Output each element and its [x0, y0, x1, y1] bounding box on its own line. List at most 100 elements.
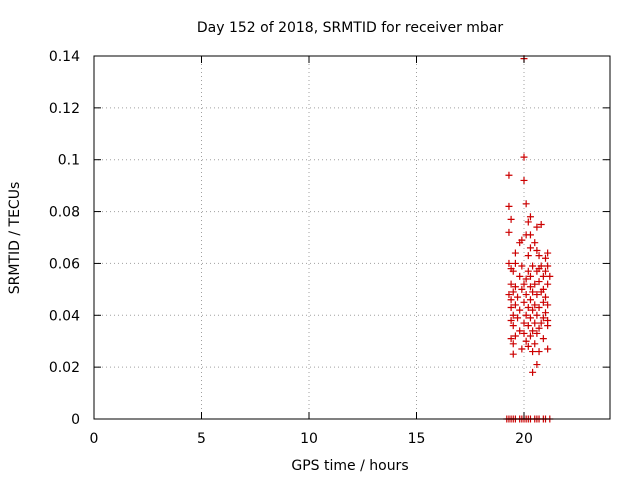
data-point [509, 288, 517, 296]
data-point [542, 293, 549, 301]
data-point [520, 280, 528, 288]
data-point [544, 280, 552, 288]
data-point [522, 275, 530, 283]
data-point [529, 288, 537, 296]
data-point [542, 254, 549, 262]
data-point [505, 202, 513, 210]
y-tick-label: 0.08 [49, 205, 80, 221]
y-tick-label: 0.12 [49, 101, 80, 117]
data-point [511, 259, 519, 267]
y-tick-label: 0.02 [49, 360, 80, 376]
data-point [539, 298, 547, 306]
data-point [546, 272, 554, 280]
data-point [507, 215, 515, 223]
data-point [529, 348, 537, 356]
data-point [516, 239, 524, 247]
data-point [526, 332, 534, 340]
data-point [518, 345, 526, 353]
data-point [539, 272, 547, 280]
data-point [526, 314, 534, 322]
data-point [516, 327, 524, 335]
data-point [537, 221, 545, 229]
data-point [533, 223, 541, 231]
data-point [505, 291, 513, 299]
data-point [507, 296, 515, 304]
data-point [520, 319, 528, 327]
data-point [511, 332, 519, 340]
data-point [522, 311, 530, 319]
y-tick-label: 0.14 [49, 49, 80, 65]
data-point [535, 252, 543, 260]
data-point [531, 280, 539, 288]
data-point [509, 267, 517, 275]
data-point [509, 311, 517, 319]
data-point [526, 244, 534, 252]
data-point [531, 239, 539, 247]
data-point [524, 267, 532, 275]
data-point [511, 249, 519, 257]
chart-title: Day 152 of 2018, SRMTID for receiver mba… [197, 20, 504, 36]
data-point [507, 280, 515, 288]
data-point [511, 301, 519, 309]
data-point [526, 272, 534, 280]
y-tick-label: 0 [71, 412, 80, 428]
y-tick-label: 0.06 [49, 256, 80, 272]
data-point [522, 291, 530, 299]
data-point [535, 278, 543, 286]
data-point [516, 306, 524, 314]
axis-ticks: 0 5 10 15 20 0 0.02 0.04 0.06 0.08 0.1 0.12 0.14 [49, 49, 610, 447]
data-point [544, 345, 552, 353]
y-tick-label: 0.04 [49, 308, 80, 324]
data-point [535, 348, 543, 356]
data-point [535, 324, 543, 332]
data-point [505, 228, 513, 236]
data-point [533, 361, 541, 369]
data-point [544, 322, 552, 330]
data-point [526, 296, 534, 304]
data-point [529, 368, 537, 376]
data-point [522, 337, 530, 345]
data-point [509, 350, 517, 358]
data-point [524, 304, 532, 312]
data-point [524, 342, 532, 350]
data-point [544, 262, 552, 270]
data-point [520, 176, 528, 184]
data-point [524, 218, 532, 226]
data-point [518, 262, 526, 270]
data-point [533, 291, 541, 299]
data-point [531, 319, 539, 327]
data-point [537, 288, 545, 296]
data-point [524, 252, 532, 260]
data-point [531, 301, 539, 309]
x-tick-label: 10 [300, 431, 318, 447]
y-axis-title: SRMTID / TECUs [7, 182, 23, 295]
data-point [522, 200, 530, 208]
data-point [507, 335, 515, 343]
data-point [516, 272, 524, 280]
data-point [533, 329, 541, 337]
data-point [535, 304, 543, 312]
x-tick-label: 15 [408, 431, 426, 447]
data-point [524, 322, 532, 330]
data-point [505, 171, 513, 179]
data-point [533, 246, 541, 254]
x-axis-title: GPS time / hours [291, 458, 408, 474]
data-point [507, 304, 515, 312]
data-points [503, 55, 554, 423]
y-tick-label: 0.1 [58, 153, 80, 169]
data-point [526, 231, 534, 239]
data-point [526, 283, 534, 291]
data-point [529, 262, 537, 270]
data-point [505, 259, 513, 267]
data-point [529, 306, 537, 314]
data-point [542, 267, 549, 275]
x-tick-label: 0 [90, 431, 99, 447]
data-point [542, 309, 549, 317]
data-point [509, 322, 517, 330]
data-point [537, 319, 545, 327]
data-point [539, 335, 547, 343]
grid-lines [94, 56, 610, 419]
data-point [539, 314, 547, 322]
data-point [520, 329, 528, 337]
x-tick-label: 20 [515, 431, 533, 447]
